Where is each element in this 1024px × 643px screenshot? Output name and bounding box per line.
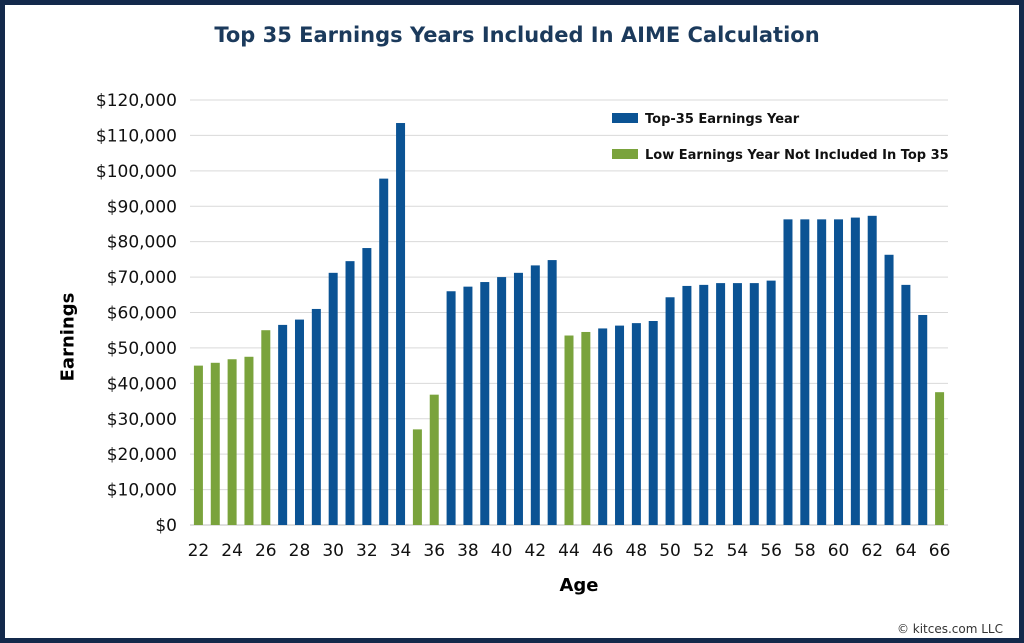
x-tick-label: 22 — [188, 541, 210, 561]
x-tick-label: 64 — [895, 541, 917, 561]
bar-top35 — [480, 282, 490, 525]
x-tick-label: 30 — [322, 541, 344, 561]
legend-swatch — [612, 113, 638, 123]
bar-top35 — [901, 284, 911, 525]
copyright-text: © kitces.com LLC — [896, 622, 1003, 636]
x-tick-label: 58 — [794, 541, 816, 561]
y-tick-label: $70,000 — [107, 268, 177, 288]
x-tick-label: 62 — [861, 541, 883, 561]
bar-top35 — [278, 324, 288, 525]
bar-top35 — [547, 260, 557, 525]
x-tick-label: 54 — [727, 541, 749, 561]
bar-top35 — [294, 319, 304, 525]
x-tick-label: 44 — [558, 541, 580, 561]
bar-top35 — [783, 219, 793, 525]
x-tick-label: 26 — [255, 541, 277, 561]
y-tick-label: $120,000 — [96, 91, 177, 111]
y-tick-label: $90,000 — [107, 197, 177, 217]
x-tick-label: 46 — [592, 541, 614, 561]
bar-top35 — [766, 280, 776, 525]
y-tick-label: $30,000 — [107, 410, 177, 430]
bar-excluded — [193, 365, 203, 525]
x-tick-label: 66 — [929, 541, 951, 561]
bar-excluded — [935, 392, 945, 525]
bar-top35 — [834, 219, 844, 525]
x-tick-label: 34 — [390, 541, 412, 561]
bar-top35 — [682, 285, 692, 525]
bar-top35 — [345, 261, 355, 525]
bar-top35 — [396, 123, 406, 525]
bar-top35 — [446, 291, 456, 525]
bar-top35 — [800, 219, 810, 525]
y-tick-label: $10,000 — [107, 481, 177, 501]
bar-top35 — [328, 272, 338, 525]
legend-swatch — [612, 149, 638, 159]
bar-top35 — [530, 265, 540, 525]
bar-top35 — [817, 219, 827, 525]
y-tick-label: $100,000 — [96, 162, 177, 182]
bar-excluded — [227, 359, 237, 525]
x-tick-label: 52 — [693, 541, 715, 561]
x-tick-label: 32 — [356, 541, 378, 561]
y-tick-label: $20,000 — [107, 445, 177, 465]
bar-excluded — [429, 394, 439, 525]
bar-top35 — [631, 323, 641, 525]
bar-top35 — [884, 254, 894, 526]
bar-chart: $0 $10,000 $20,000 $30,000 $40,000 $50,000 $60… — [96, 91, 951, 561]
bar-top35 — [362, 248, 372, 525]
bar-top35 — [615, 325, 625, 525]
x-axis-label: Age — [559, 575, 599, 596]
bar-top35 — [749, 283, 759, 525]
y-tick-label: $40,000 — [107, 374, 177, 394]
bar-excluded — [210, 362, 220, 525]
bar-top35 — [665, 297, 675, 525]
x-tick-label: 60 — [828, 541, 850, 561]
bar-top35 — [699, 284, 709, 525]
bar-top35 — [311, 308, 321, 525]
bar-top35 — [867, 215, 877, 525]
bar-top35 — [716, 283, 726, 525]
x-tick-label: 48 — [626, 541, 648, 561]
x-tick-label: 24 — [221, 541, 243, 561]
y-tick-label: $60,000 — [107, 304, 177, 324]
x-tick-label: 38 — [457, 541, 479, 561]
y-axis-label: Earnings — [57, 292, 79, 382]
x-tick-label: 28 — [289, 541, 311, 561]
y-tick-label: $110,000 — [96, 126, 177, 146]
x-tick-label: 50 — [659, 541, 681, 561]
bar-excluded — [244, 356, 254, 525]
x-tick-label: 40 — [491, 541, 513, 561]
y-tick-label: $0 — [155, 516, 177, 536]
chart-title: Top 35 Earnings Years Included In AIME C… — [214, 23, 820, 47]
bar-top35 — [463, 286, 473, 525]
legend-label: Top-35 Earnings Year — [645, 112, 800, 127]
legend-label: Low Earnings Year Not Included In Top 35 — [645, 148, 949, 163]
x-tick-label: 42 — [524, 541, 546, 561]
bar-top35 — [379, 178, 389, 525]
bar-excluded — [412, 429, 422, 525]
bar-excluded — [581, 331, 591, 525]
y-tick-label: $80,000 — [107, 233, 177, 253]
bar-top35 — [648, 321, 658, 525]
bar-top35 — [497, 277, 507, 525]
y-tick-label: $50,000 — [107, 339, 177, 359]
x-tick-label: 36 — [423, 541, 445, 561]
bar-excluded — [564, 335, 574, 525]
bar-top35 — [918, 314, 928, 525]
bar-top35 — [513, 272, 523, 525]
x-tick-label: 56 — [760, 541, 782, 561]
bar-top35 — [850, 217, 860, 526]
bar-top35 — [598, 328, 608, 525]
bar-top35 — [732, 283, 742, 525]
bar-excluded — [261, 330, 271, 525]
